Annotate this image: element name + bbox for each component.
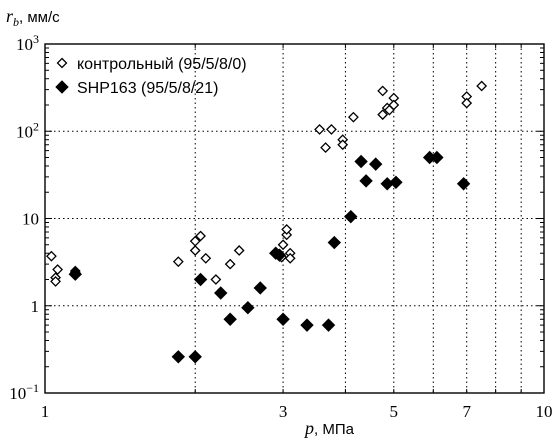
x-tick-label: 3 bbox=[279, 402, 288, 421]
y-axis-variable: r bbox=[6, 6, 14, 26]
data-point-shp163 bbox=[354, 154, 368, 169]
data-point-control bbox=[281, 229, 293, 241]
data-point-shp163 bbox=[214, 286, 228, 300]
data-point-shp163 bbox=[193, 272, 208, 287]
data-point-shp163 bbox=[369, 157, 383, 171]
y-tick-label: 102 bbox=[16, 119, 39, 141]
y-tick-label: 10 bbox=[22, 210, 39, 229]
data-point-shp163 bbox=[241, 300, 255, 315]
x-axis-unit: , МПа bbox=[314, 421, 355, 438]
data-point-control bbox=[284, 252, 296, 264]
data-point-shp163 bbox=[272, 248, 287, 262]
y-tick-base: 10 bbox=[16, 35, 33, 54]
data-point-control bbox=[52, 264, 64, 275]
y-tick-base: 10 bbox=[16, 122, 33, 141]
data-point-control bbox=[172, 256, 184, 268]
data-point-control bbox=[50, 276, 61, 287]
data-point-shp163 bbox=[359, 174, 373, 188]
y-axis-unit: , мм/с bbox=[19, 9, 60, 26]
data-point-control bbox=[377, 109, 389, 121]
data-point-control bbox=[314, 123, 325, 135]
y-axis-subscript: b bbox=[13, 15, 19, 29]
data-point-control bbox=[210, 274, 222, 285]
y-tick-exponent: −1 bbox=[26, 381, 39, 395]
data-point-shp163 bbox=[68, 267, 82, 281]
data-point-shp163 bbox=[327, 235, 342, 250]
legend: контрольный (95/5/8/0) SHP163 (95/5/8/21… bbox=[55, 56, 247, 97]
data-point-control bbox=[233, 245, 245, 256]
x-tick-label: 1 bbox=[41, 402, 50, 421]
data-point-control bbox=[200, 252, 212, 264]
data-point-shp163 bbox=[456, 177, 471, 191]
data-point-shp163 bbox=[300, 318, 314, 332]
data-point-control bbox=[281, 223, 293, 235]
axis-ticks bbox=[44, 44, 545, 394]
y-tick-label: 103 bbox=[16, 32, 39, 54]
y-tick-exponent: 2 bbox=[33, 119, 39, 133]
data-point-control bbox=[476, 80, 488, 92]
data-point-shp163 bbox=[321, 318, 336, 332]
data-point-control bbox=[347, 111, 359, 123]
data-point-control bbox=[45, 250, 57, 262]
y-tick-base: 10 bbox=[9, 384, 26, 403]
data-point-shp163 bbox=[276, 312, 290, 326]
data-point-control bbox=[189, 245, 201, 256]
y-axis-title: rb, мм/с bbox=[6, 6, 60, 29]
x-tick-label: 5 bbox=[390, 402, 399, 421]
y-tick-label: 10−1 bbox=[9, 381, 39, 403]
legend-marker-shp163 bbox=[55, 80, 69, 94]
legend-label-control: контрольный (95/5/8/0) bbox=[77, 56, 247, 73]
x-axis-title: p, МПа bbox=[303, 418, 355, 438]
legend-marker-control bbox=[56, 57, 68, 69]
data-point-control bbox=[195, 230, 206, 242]
data-point-control bbox=[326, 123, 337, 135]
data-point-control bbox=[388, 99, 400, 111]
data-point-shp163 bbox=[171, 350, 186, 364]
data-point-control bbox=[277, 239, 289, 251]
data-point-control bbox=[224, 258, 236, 270]
data-point-shp163 bbox=[188, 350, 202, 364]
y-tick-label: 1 bbox=[31, 297, 40, 316]
data-points bbox=[45, 80, 488, 364]
data-point-control bbox=[461, 97, 473, 109]
data-point-shp163 bbox=[389, 175, 403, 190]
data-point-shp163 bbox=[430, 150, 444, 165]
x-tick-label: 10 bbox=[536, 402, 553, 421]
legend-label-shp163: SHP163 (95/5/8/21) bbox=[77, 80, 218, 97]
data-point-shp163 bbox=[344, 209, 358, 224]
x-tick-label: 7 bbox=[462, 402, 471, 421]
x-axis-variable: p bbox=[303, 418, 314, 438]
data-point-control bbox=[337, 139, 349, 151]
data-point-control bbox=[320, 142, 332, 153]
data-point-shp163 bbox=[223, 312, 237, 326]
data-point-shp163 bbox=[253, 281, 267, 295]
y-tick-exponent: 3 bbox=[33, 32, 39, 46]
data-point-control bbox=[377, 85, 389, 97]
